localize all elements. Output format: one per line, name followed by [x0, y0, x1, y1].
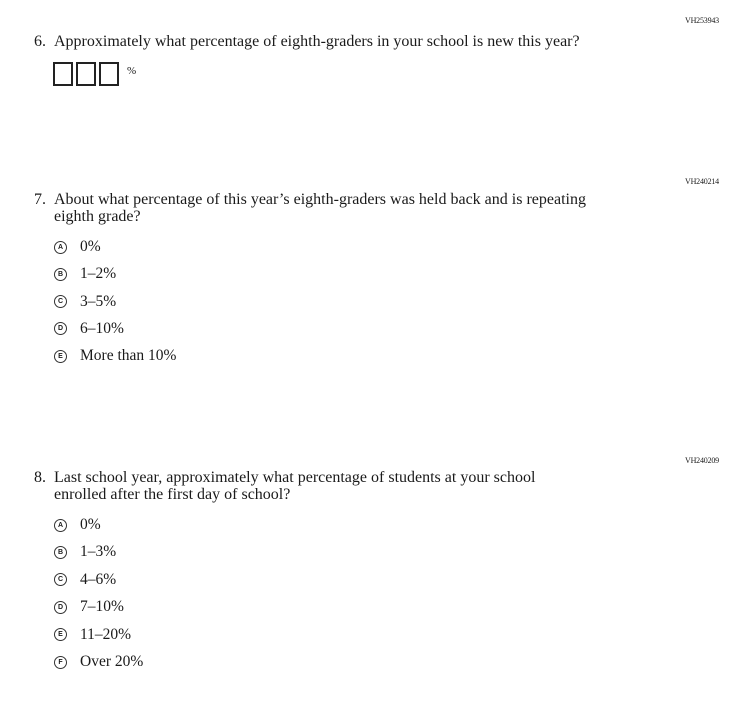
question-text-cont: enrolled after the first day of school?: [54, 486, 291, 503]
answer-label: 3–5%: [80, 292, 117, 310]
answer-option[interactable]: B 1–3%: [54, 543, 116, 561]
answer-label: 0%: [80, 516, 101, 533]
answer-label: 7–10%: [80, 598, 124, 616]
digit-box-3[interactable]: [99, 62, 119, 86]
answer-option[interactable]: F Over 20%: [54, 653, 143, 671]
answer-option[interactable]: E More than 10%: [54, 347, 176, 365]
item-id: VH240214: [685, 177, 719, 186]
answer-option[interactable]: C 4–6%: [54, 571, 116, 589]
question-number: 6.: [34, 33, 46, 50]
percentage-entry: %: [53, 62, 136, 86]
digit-box-1[interactable]: [53, 62, 73, 86]
answer-label: 1–3%: [80, 543, 117, 561]
answer-bubble-icon[interactable]: D: [54, 600, 67, 614]
answer-label: 6–10%: [80, 319, 124, 337]
answer-label: 11–20%: [80, 625, 132, 643]
question-text: About what percentage of this year’s eig…: [54, 191, 586, 208]
question-7: 7. About what percentage of this year’s e…: [34, 191, 634, 225]
answer-label: 4–6%: [80, 570, 117, 588]
answer-bubble-icon[interactable]: E: [54, 349, 67, 363]
answer-bubble-icon[interactable]: D: [54, 322, 67, 336]
answer-label: 1–2%: [80, 265, 117, 283]
question-text: Last school year, approximately what per…: [54, 469, 536, 486]
answer-option[interactable]: E 11–20%: [54, 626, 131, 644]
answer-bubble-icon[interactable]: E: [54, 628, 67, 642]
question-text-cont: eighth grade?: [54, 208, 141, 225]
question-text: Approximately what percentage of eighth-…: [54, 33, 580, 50]
percent-sign: %: [127, 65, 137, 77]
answer-option[interactable]: D 7–10%: [54, 598, 124, 616]
answer-label: Over 20%: [80, 653, 144, 670]
answer-bubble-icon[interactable]: C: [54, 573, 67, 587]
question-6: 6. Approximately what percentage of eight…: [34, 33, 634, 50]
answer-bubble-icon[interactable]: B: [54, 267, 67, 281]
question-8: 8. Last school year, approximately what p…: [34, 469, 634, 503]
answer-option[interactable]: A 0%: [54, 238, 101, 256]
question-number: 7.: [34, 191, 46, 208]
answer-label: 0%: [80, 238, 101, 255]
answer-bubble-icon[interactable]: A: [54, 240, 67, 254]
digit-box-2[interactable]: [76, 62, 96, 86]
answer-label: More than 10%: [80, 347, 177, 365]
item-id: VH240209: [685, 456, 719, 465]
answer-option[interactable]: B 1–2%: [54, 265, 116, 283]
answer-option[interactable]: D 6–10%: [54, 320, 124, 338]
answer-bubble-icon[interactable]: F: [54, 655, 67, 669]
answer-bubble-icon[interactable]: B: [54, 545, 67, 559]
answer-option[interactable]: C 3–5%: [54, 293, 116, 311]
answer-bubble-icon[interactable]: A: [54, 518, 67, 532]
item-id: VH253943: [685, 16, 719, 25]
answer-bubble-icon[interactable]: C: [54, 295, 67, 309]
question-number: 8.: [34, 469, 46, 486]
answer-option[interactable]: A 0%: [54, 516, 101, 534]
